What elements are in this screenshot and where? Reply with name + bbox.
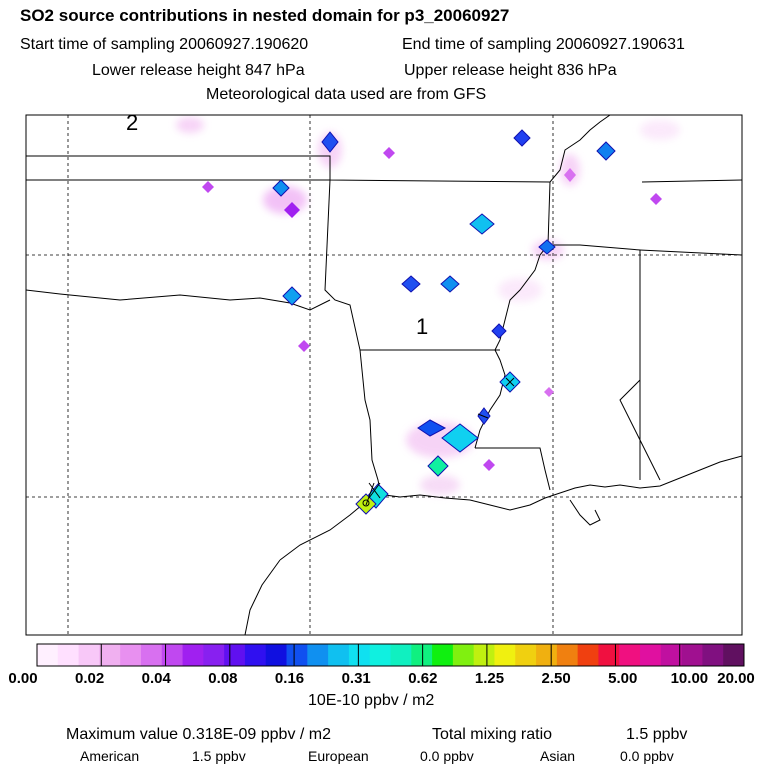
colorbar-swatch [432, 644, 454, 666]
colorbar-swatch [78, 644, 100, 666]
colorbar-swatch [307, 644, 329, 666]
hotspot [544, 387, 554, 397]
european-label: European [308, 748, 369, 764]
colorbar-swatch [598, 644, 620, 666]
hotspot [401, 275, 421, 293]
colorbar-tick-label: 1.25 [474, 670, 505, 687]
asian-value: 0.0 ppbv [620, 748, 674, 764]
colorbar-swatch [328, 644, 350, 666]
hotspot [202, 181, 214, 193]
hotspot [440, 275, 460, 293]
colorbar-swatch [536, 644, 558, 666]
met-data-source: Meteorological data used are from GFS [206, 86, 487, 103]
hotspot [298, 340, 310, 352]
end-time: End time of sampling 20060927.190631 [402, 36, 685, 53]
total-mixing-value: 1.5 ppbv [626, 726, 688, 743]
colorbar-swatch [660, 644, 683, 666]
colorbar-swatch [681, 644, 703, 666]
colorbar-tick-label: 0.08 [208, 670, 238, 687]
colorbar-frame [36, 643, 745, 667]
release-markers [362, 377, 515, 507]
hotspot [483, 459, 495, 471]
colorbar-tick-label: 0.62 [408, 670, 438, 687]
colorbar-swatch [286, 644, 308, 666]
hotspot [596, 141, 616, 161]
colorbar-swatch [577, 644, 599, 666]
colorbar-swatch [494, 644, 516, 666]
colorbar-swatch [120, 644, 142, 666]
hotspot [469, 213, 495, 235]
hotspot [417, 419, 447, 437]
colorbar-unit: 10E-10 ppbv / m2 [308, 692, 435, 709]
colorbar-swatch [473, 644, 495, 666]
hotspot [427, 455, 449, 477]
hotspot [383, 147, 395, 159]
upper-release-height: Upper release height 836 hPa [404, 62, 617, 79]
colorbar-tick-label: 0.31 [341, 670, 371, 687]
total-mixing-label: Total mixing ratio [432, 726, 553, 743]
hotspot [284, 202, 300, 218]
colorbar-tick-label: 0.02 [75, 670, 105, 687]
hotspot [513, 129, 531, 147]
colorbar-swatch [640, 644, 662, 666]
map-frame [25, 114, 743, 636]
colorbar-tick-label: 10.00 [670, 670, 709, 687]
colorbar-swatch [515, 644, 537, 666]
hotspot [282, 286, 302, 306]
plume-haze [176, 117, 680, 495]
max-value: Maximum value 0.318E-09 ppbv / m2 [66, 726, 332, 743]
hotspot [564, 168, 576, 182]
lower-release-height: Lower release height 847 hPa [92, 62, 305, 79]
colorbar-tick-label: 20.00 [717, 670, 755, 687]
hotspot [538, 239, 556, 255]
graticule [26, 115, 742, 635]
colorbar-swatch [265, 644, 288, 666]
colorbar-swatch [556, 644, 579, 666]
domain-label-1: 1 [416, 314, 429, 339]
plot-title: SO2 source contributions in nested domai… [20, 6, 510, 25]
colorbar-tick-label: 2.50 [541, 670, 571, 687]
colorbar-swatch [99, 644, 121, 666]
hotspot [491, 323, 507, 339]
colorbar-tick-label: 0.00 [8, 670, 38, 687]
coastline [244, 455, 742, 635]
colorbar-swatch [203, 644, 225, 666]
hotspot [321, 131, 339, 153]
colorbar-swatch [244, 644, 267, 666]
colorbar-swatch [369, 644, 391, 666]
european-value: 0.0 ppbv [420, 748, 474, 764]
colorbar-swatch [57, 644, 80, 666]
hotspot [441, 423, 479, 453]
asian-label: Asian [540, 748, 576, 764]
colorbar-swatch [619, 644, 641, 666]
colorbar [36, 643, 745, 667]
colorbar-swatch [348, 644, 371, 666]
colorbar-swatch [161, 644, 184, 666]
colorbar-swatch [452, 644, 475, 666]
colorbar-swatch [723, 644, 745, 666]
colorbar-swatch [224, 644, 246, 666]
domain-label-2: 2 [126, 110, 139, 135]
start-time: Start time of sampling 20060927.190620 [20, 36, 309, 53]
colorbar-tick-label: 0.04 [141, 670, 171, 687]
hotspot [272, 179, 290, 197]
colorbar-swatch [411, 644, 433, 666]
colorbar-tick-label: 5.00 [608, 670, 638, 687]
american-label: American [80, 748, 140, 764]
colorbar-swatch [702, 644, 724, 666]
hotspot [650, 193, 662, 205]
colorbar-swatch [37, 644, 59, 666]
state-borders [26, 115, 742, 491]
colorbar-swatch [390, 644, 412, 666]
concentration-hotspots [202, 129, 662, 515]
colorbar-swatch [140, 644, 163, 666]
colorbar-tick-label: 0.16 [274, 670, 305, 687]
american-value: 1.5 ppbv [192, 748, 246, 764]
colorbar-swatch [182, 644, 204, 666]
